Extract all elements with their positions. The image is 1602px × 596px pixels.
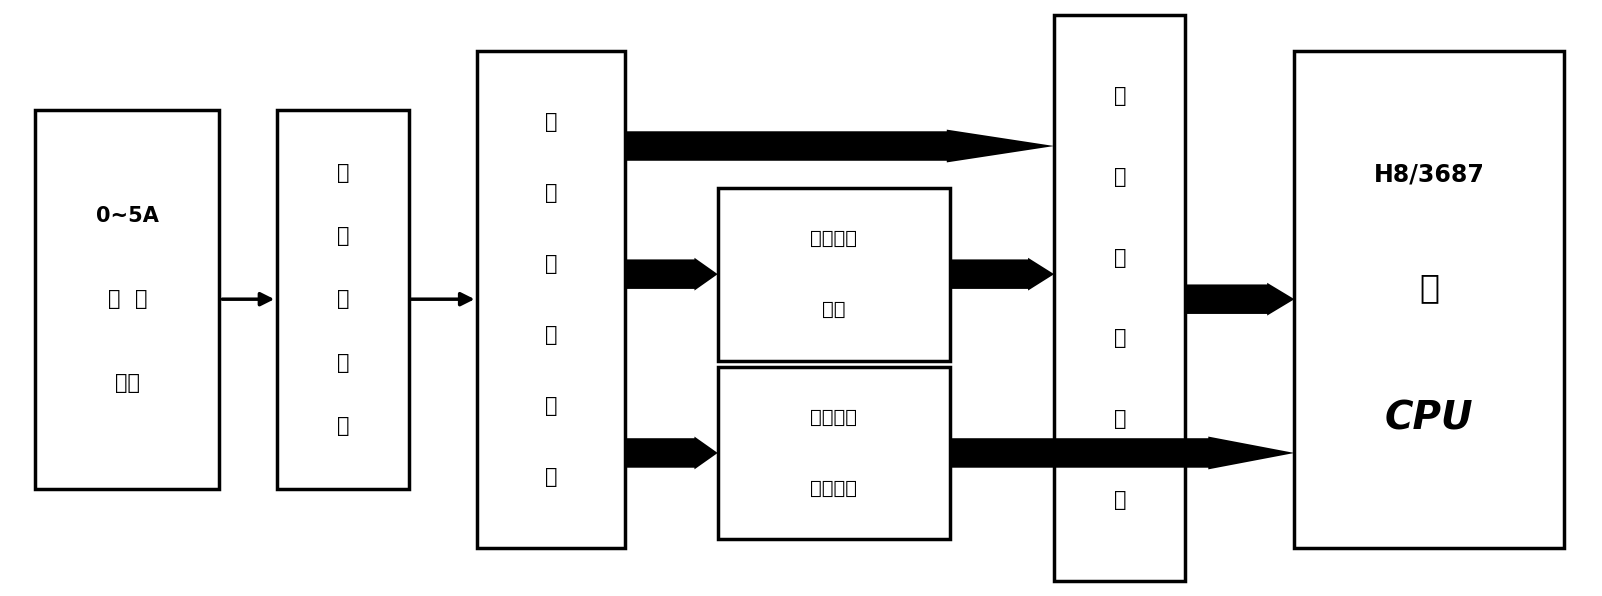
Text: 理: 理: [545, 325, 557, 345]
Text: 电  流: 电 流: [107, 290, 147, 309]
Text: 0~5A: 0~5A: [96, 206, 159, 226]
Polygon shape: [625, 436, 718, 470]
Text: 感: 感: [336, 353, 349, 372]
Text: 放: 放: [545, 183, 557, 203]
Text: 器: 器: [336, 415, 349, 436]
Bar: [1054, 15, 1185, 581]
Polygon shape: [950, 436, 1294, 470]
Text: 换: 换: [1113, 491, 1126, 510]
Text: 运: 运: [545, 112, 557, 132]
Text: H8/3687: H8/3687: [1373, 162, 1485, 187]
Text: CPU: CPU: [1384, 400, 1474, 437]
Bar: [718, 367, 950, 539]
Text: 电: 电: [1113, 86, 1126, 105]
Text: 互: 互: [336, 290, 349, 309]
Text: 产生过零: 产生过零: [811, 408, 857, 427]
Bar: [477, 51, 625, 548]
Text: 电: 电: [336, 163, 349, 184]
Bar: [718, 188, 950, 361]
Text: 处: 处: [545, 254, 557, 274]
Text: 路: 路: [545, 467, 557, 487]
Polygon shape: [625, 257, 718, 290]
Text: 主: 主: [1419, 271, 1439, 304]
Polygon shape: [1185, 283, 1294, 316]
Text: 关: 关: [1113, 328, 1126, 349]
Bar: [35, 110, 219, 489]
Polygon shape: [950, 257, 1054, 290]
Text: 检测信号: 检测信号: [811, 479, 857, 498]
Polygon shape: [625, 130, 1054, 162]
Text: 产生翻转: 产生翻转: [811, 229, 857, 248]
Text: 开: 开: [1113, 247, 1126, 268]
Text: 信号: 信号: [115, 373, 139, 393]
Text: 子: 子: [1113, 167, 1126, 187]
Text: 信号: 信号: [822, 300, 846, 319]
Bar: [277, 110, 409, 489]
Text: 切: 切: [1113, 409, 1126, 429]
Bar: [1294, 51, 1564, 548]
Text: 电: 电: [545, 396, 557, 416]
Text: 流: 流: [336, 226, 349, 246]
